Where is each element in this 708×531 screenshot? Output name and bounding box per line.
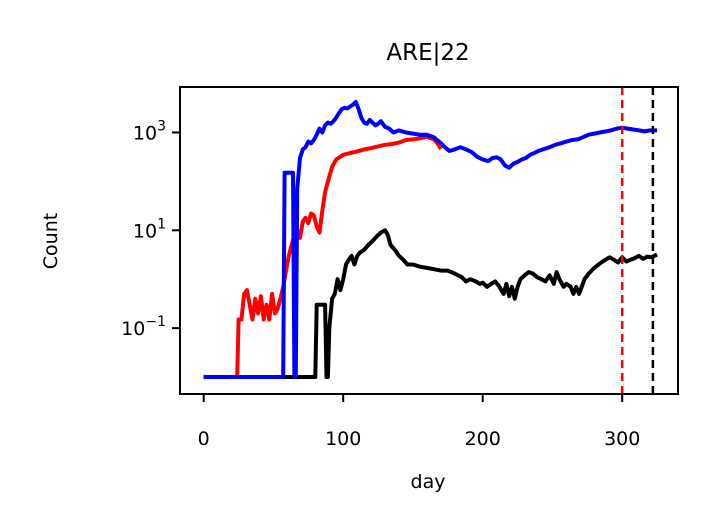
y-tick-label: 101 — [133, 216, 166, 242]
series-layer — [203, 100, 658, 379]
y-tick-label: 10−1 — [121, 314, 166, 340]
y-tick-label: 103 — [133, 118, 166, 144]
x-tick-label: 300 — [604, 428, 640, 450]
plot-area-frame — [179, 86, 679, 395]
x-tick-label: 0 — [198, 428, 210, 450]
vline-layer — [620, 87, 655, 394]
y-axis-label: Count — [40, 213, 62, 269]
series-line-2 — [203, 100, 658, 379]
x-tick-label: 200 — [465, 428, 501, 450]
y-axis: 10−1 101 103 — [121, 118, 180, 340]
series-line-0 — [203, 134, 443, 379]
series-line-1 — [203, 228, 658, 379]
chart-title: ARE|22 — [386, 40, 469, 66]
x-axis-label: day — [411, 471, 446, 493]
x-tick-label: 100 — [325, 428, 361, 450]
x-axis: 0 100 200 300 — [198, 394, 640, 450]
